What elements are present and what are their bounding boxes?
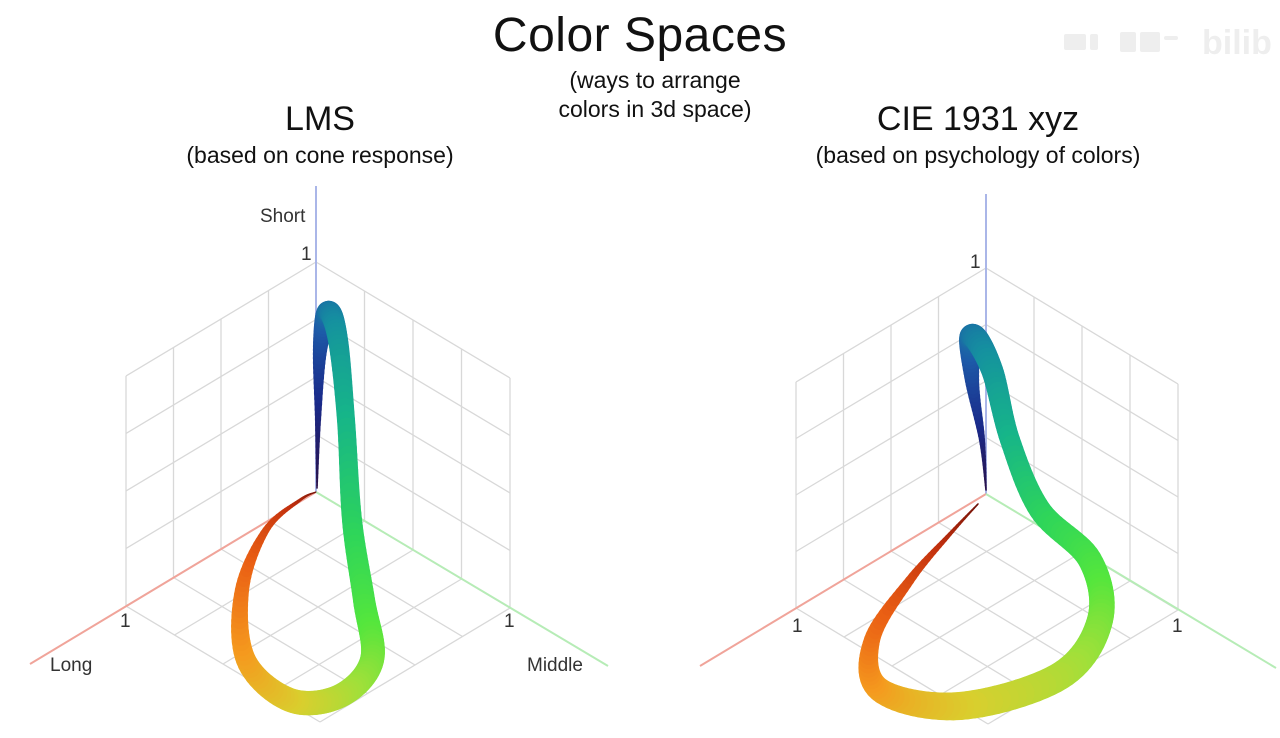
page-subtitle: (ways to arrange colors in 3d space) <box>540 66 770 124</box>
cie-z-tick: 1 <box>1172 616 1183 637</box>
grid-line <box>795 267 987 383</box>
lms-panel-title: LMS <box>285 100 355 138</box>
grid-line <box>843 578 1036 697</box>
cie-plot: 1 1 1 <box>699 194 1277 725</box>
lms-short-label: Short <box>260 206 306 227</box>
lms-middle-label: Middle <box>527 655 583 676</box>
grid-line <box>125 261 317 377</box>
grid-line <box>985 380 1179 498</box>
watermark-logo: bilib <box>1064 24 1272 62</box>
grid-line <box>125 318 317 435</box>
cie-x-tick: 1 <box>792 616 803 637</box>
subtitle-line-2: colors in 3d space) <box>558 96 752 122</box>
svg-text:bilib: bilib <box>1202 24 1272 62</box>
grid-line <box>173 576 368 695</box>
lms-middle-tick: 1 <box>504 611 515 632</box>
grid-line <box>315 261 511 379</box>
grid-line <box>985 323 1179 442</box>
grid-line <box>985 267 1179 385</box>
cie-panel-title: CIE 1931 xyz <box>876 100 1080 138</box>
lms-panel-subtitle: (based on cone response) <box>186 142 454 168</box>
lms-long-label: Long <box>50 655 92 676</box>
cie-spectral-locus <box>858 323 1115 721</box>
lms-long-axis <box>29 491 317 665</box>
grid-line <box>795 323 987 440</box>
page-title: Color Spaces <box>492 9 788 62</box>
lms-spectral-locus <box>231 300 385 716</box>
cie-panel-subtitle: (based on psychology of colors) <box>815 142 1141 168</box>
lms-long-tick: 1 <box>120 611 131 632</box>
cie-x-axis <box>699 493 987 667</box>
grid-line <box>795 380 987 496</box>
spectral-locus-segment <box>976 503 979 506</box>
grid-line <box>125 376 317 492</box>
lms-plot: Short 1 1 1 Long Middle <box>29 186 609 723</box>
subtitle-line-1: (ways to arrange <box>569 67 741 93</box>
grid-line <box>222 549 414 665</box>
lms-middle-axis <box>315 491 609 667</box>
grid-line <box>891 551 1083 667</box>
grid-line <box>315 318 511 437</box>
cie-z-axis <box>985 493 1277 669</box>
cie-vertical-tick: 1 <box>970 252 981 273</box>
lms-vertical-tick: 1 <box>301 244 312 265</box>
